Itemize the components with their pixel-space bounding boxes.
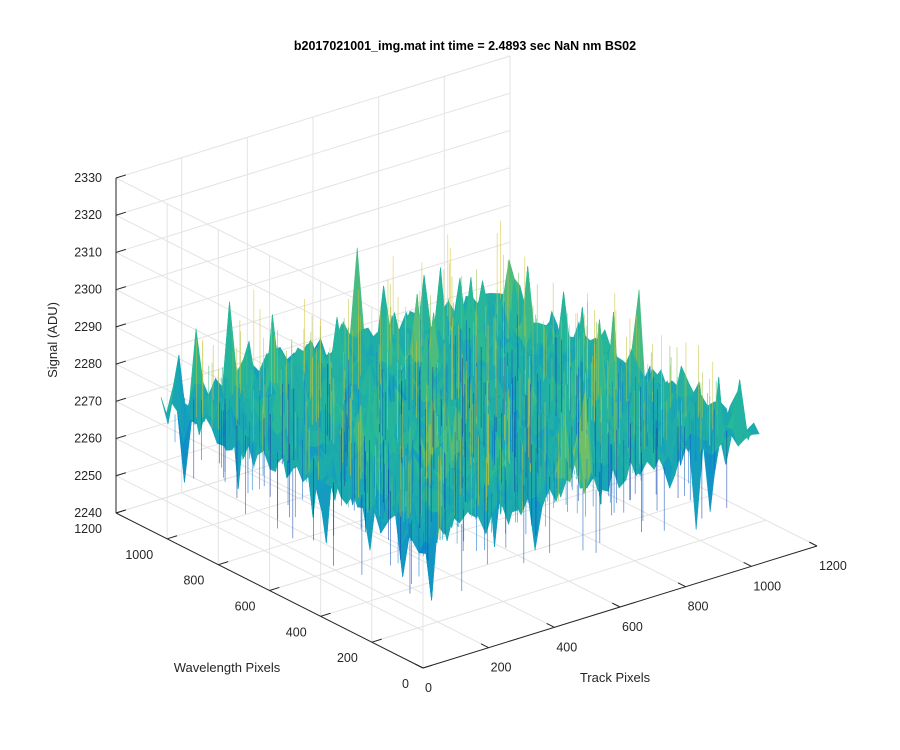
y-tick-label: 0 [402, 677, 409, 691]
x-tick-label: 800 [688, 600, 709, 614]
z-tick-mark [115, 509, 126, 514]
floor-grid-line [371, 519, 766, 643]
x-tick-label: 400 [556, 640, 577, 654]
x-tick-label: 1200 [819, 559, 847, 573]
wall-grid-line [115, 92, 511, 216]
z-tick-label: 2260 [74, 432, 102, 446]
wall-grid-line [115, 475, 424, 632]
y-tick-label: 1000 [125, 548, 153, 562]
z-tick-label: 2300 [74, 283, 102, 297]
x-tick-mark [612, 602, 621, 608]
tick-labels: 0 200 400 600 800 1000 1200 0 200 400 600 800 1000 12… [74, 171, 847, 695]
z-tick-label: 2330 [74, 171, 102, 185]
y-tick-mark [167, 535, 178, 540]
surface-patch [746, 422, 760, 435]
z-tick-mark [115, 435, 126, 440]
axis-lines [115, 174, 818, 669]
y-tick-mark [269, 586, 280, 591]
z-tick-label: 2310 [74, 245, 102, 259]
z-tick-mark [115, 248, 126, 253]
z-tick-mark [115, 397, 126, 402]
wall-grid-line [115, 438, 424, 595]
x-tick-label: 0 [425, 681, 432, 695]
wall-grid-line [115, 204, 511, 328]
x-tick-label: 600 [622, 620, 643, 634]
x-tick-mark [415, 663, 424, 669]
wall-grid-line [115, 241, 511, 365]
y-tick-mark [371, 638, 382, 643]
wall-grid-line [115, 177, 424, 334]
z-tick-label: 2240 [74, 506, 102, 520]
y-tick-label: 800 [183, 574, 204, 588]
z-tick-mark [115, 174, 126, 179]
y-tick-label: 1200 [74, 522, 102, 536]
z-tick-label: 2270 [74, 394, 102, 408]
wall-grid-line [115, 129, 511, 253]
y-tick-label: 600 [235, 600, 256, 614]
y-tick-mark [320, 612, 331, 617]
y-tick-mark [422, 664, 433, 669]
y-tick-mark [218, 561, 229, 566]
x-tick-mark [677, 582, 686, 588]
surface-patch [704, 447, 718, 512]
floor-grid-line [320, 493, 715, 617]
z-tick-label: 2290 [74, 320, 102, 334]
x-tick-label: 200 [491, 661, 512, 675]
x-tick-label: 1000 [753, 579, 781, 593]
y-axis-label: Wavelength Pixels [174, 660, 281, 675]
z-tick-label: 2320 [74, 208, 102, 222]
z-tick-label: 2250 [74, 469, 102, 483]
x-tick-mark [546, 623, 555, 628]
x-tick-mark [743, 562, 752, 567]
z-tick-mark [115, 472, 126, 477]
surface-mesh [160, 220, 760, 601]
z-tick-mark [115, 360, 126, 365]
z-tick-mark [115, 323, 126, 328]
z-tick-mark [115, 211, 126, 216]
z-tick-mark [115, 286, 126, 291]
x-tick-mark [480, 643, 489, 649]
wall-grid-line [115, 55, 511, 179]
wall-grid-line [115, 167, 511, 291]
x-axis-label: Track Pixels [580, 670, 651, 685]
y-tick-label: 400 [286, 625, 307, 639]
z-tick-label: 2280 [74, 357, 102, 371]
chart-title: b2017021001_img.mat int time = 2.4893 se… [294, 39, 636, 53]
z-axis-label: Signal (ADU) [45, 302, 60, 378]
y-tick-label: 200 [337, 651, 358, 665]
x-tick-mark [809, 541, 818, 547]
